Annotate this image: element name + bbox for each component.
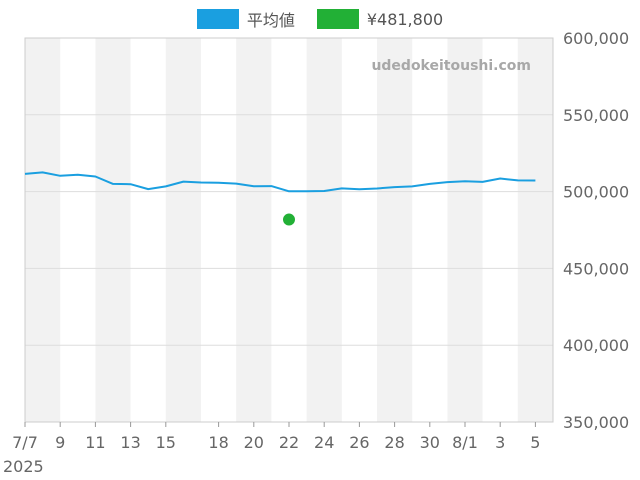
shaded-band (447, 38, 483, 422)
y-tick-label: 400,000 (563, 336, 629, 355)
data-point-average[interactable] (129, 182, 133, 186)
data-point-average[interactable] (111, 182, 115, 186)
shaded-band (165, 38, 201, 422)
shaded-band (517, 38, 553, 422)
x-tick-label: 9 (55, 433, 65, 452)
data-point-average[interactable] (393, 185, 397, 189)
data-point-average[interactable] (93, 175, 97, 179)
data-point-average[interactable] (375, 187, 379, 191)
x-tick-label: 13 (120, 433, 140, 452)
y-tick-label: 550,000 (563, 106, 629, 125)
data-point-average[interactable] (199, 181, 203, 185)
legend-label-average: 平均値 (246, 11, 295, 30)
chart-legend: 平均値 ¥481,800 (0, 8, 640, 30)
x-tick-label: 8/1 (452, 433, 478, 452)
data-point-average[interactable] (357, 187, 361, 191)
x-tick-label: 20 (244, 433, 264, 452)
data-point-average[interactable] (181, 180, 185, 184)
data-point-average[interactable] (410, 184, 414, 188)
shaded-band (377, 38, 413, 422)
legend-swatch-price (316, 9, 359, 29)
data-point-average[interactable] (23, 172, 27, 176)
data-point-average[interactable] (252, 184, 256, 188)
data-point-average[interactable] (340, 186, 344, 190)
x-tick-label: 24 (314, 433, 334, 452)
data-point-average[interactable] (498, 177, 502, 181)
watermark-text: udedokeitoushi.com (371, 58, 531, 74)
data-point-average[interactable] (428, 182, 432, 186)
shaded-band (306, 38, 342, 422)
data-point-average[interactable] (481, 180, 485, 184)
x-tick-label: 30 (420, 433, 440, 452)
data-point-average[interactable] (217, 181, 221, 185)
data-point-average[interactable] (322, 189, 326, 193)
y-tick-label: 600,000 (563, 29, 629, 48)
shaded-band (236, 38, 272, 422)
shaded-band (95, 38, 131, 422)
x-tick-label: 3 (495, 433, 505, 452)
legend-item-average[interactable]: 平均値 (196, 7, 295, 31)
y-tick-label: 500,000 (563, 183, 629, 202)
data-point-average[interactable] (146, 187, 150, 191)
data-point-average[interactable] (234, 182, 238, 186)
x-tick-label: 15 (156, 433, 176, 452)
legend-label-price: ¥481,800 (366, 9, 444, 29)
data-point-average[interactable] (269, 184, 273, 188)
x-tick-label: 26 (349, 433, 369, 452)
x-tick-label: 5 (530, 433, 540, 452)
x-tick-label: 28 (384, 433, 404, 452)
x-tick-label: 7/7 (12, 433, 38, 452)
data-point-average[interactable] (445, 180, 449, 184)
data-point-average[interactable] (463, 179, 467, 183)
data-point-price[interactable] (283, 213, 295, 226)
x-tick-label: 22 (279, 433, 299, 452)
x-tick-label: 18 (208, 433, 228, 452)
x-tick-label: 11 (85, 433, 105, 452)
y-tick-label: 350,000 (563, 413, 629, 432)
data-point-average[interactable] (516, 178, 520, 182)
x-axis-year-label: 2025 (3, 457, 44, 476)
data-point-average[interactable] (533, 179, 537, 183)
data-point-average[interactable] (76, 173, 80, 177)
data-point-average[interactable] (58, 174, 62, 178)
data-point-average[interactable] (287, 189, 291, 193)
data-point-average[interactable] (305, 189, 309, 193)
data-point-average[interactable] (41, 170, 45, 174)
legend-item-price[interactable]: ¥481,800 (316, 9, 444, 29)
series-line-average (24, 171, 536, 193)
shaded-band (25, 38, 61, 422)
y-tick-label: 450,000 (563, 259, 629, 278)
legend-swatch-average (196, 9, 239, 29)
data-point-average[interactable] (164, 184, 168, 188)
